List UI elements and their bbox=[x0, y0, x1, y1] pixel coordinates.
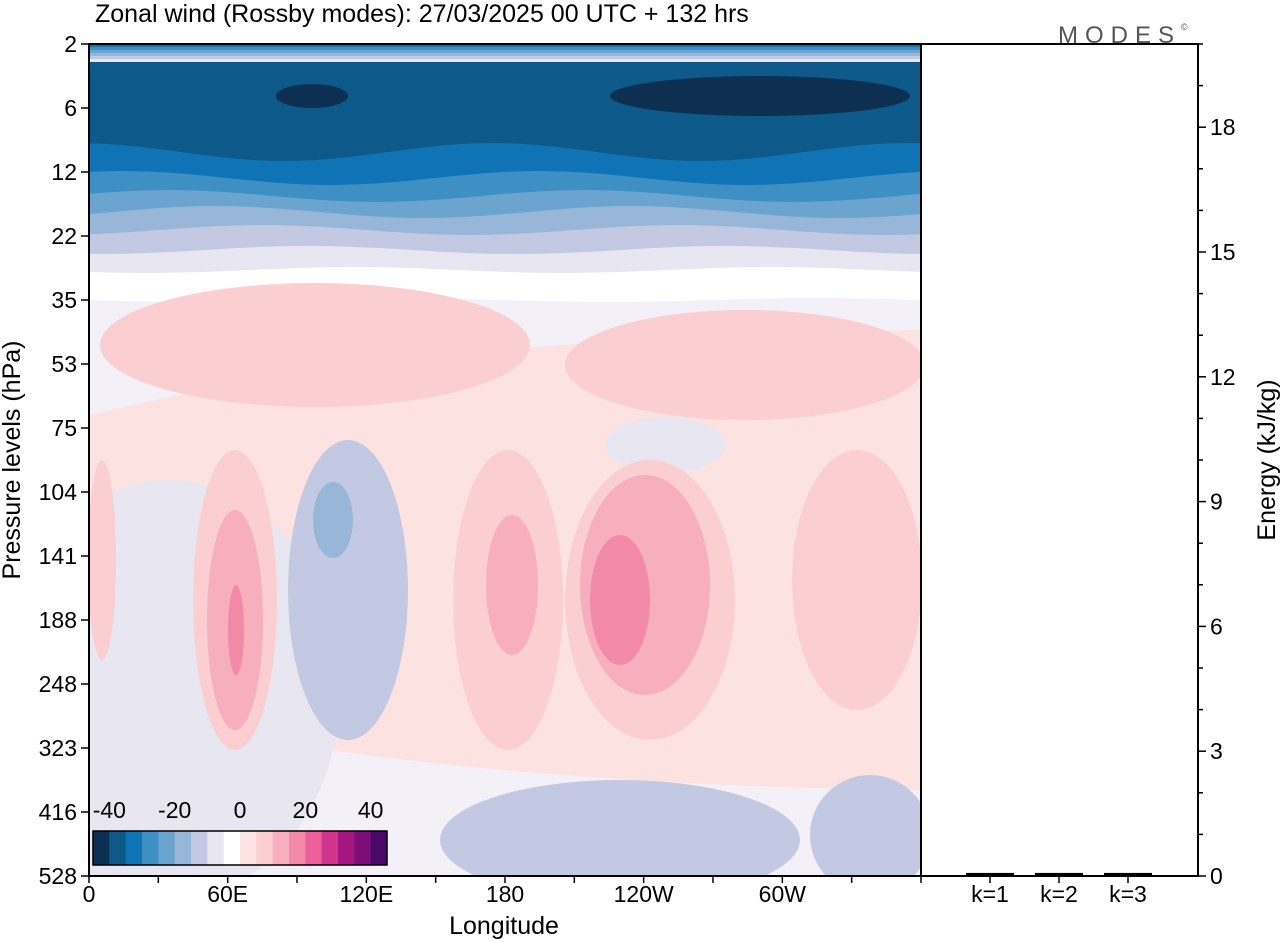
heatmap-blobs bbox=[89, 76, 921, 876]
energy-bar bbox=[1035, 872, 1083, 875]
heatmap-y-ticks: 2 6 12 22 35 53 75 104 141 188 248 323 416 528 bbox=[39, 31, 89, 889]
y-tick-label: 188 bbox=[39, 607, 77, 633]
contour-band bbox=[89, 47, 921, 50]
logo-mark: © bbox=[1181, 22, 1188, 32]
energy-panel: 0 3 6 9 12 15 18 k=1 k=2 k=3 Energy (kJ/kg) bbox=[920, 43, 1280, 907]
energy-tick-label: 9 bbox=[1210, 489, 1223, 515]
heatmap-x-ticks: 0 60E 120E 180 120W 60W bbox=[83, 876, 922, 907]
colorbar-tick-label: 40 bbox=[358, 797, 384, 823]
contour-region bbox=[100, 283, 530, 407]
y-tick-label: 53 bbox=[51, 351, 77, 377]
y-tick-label: 104 bbox=[39, 479, 78, 505]
colorbar-cell bbox=[207, 831, 225, 865]
colorbar-cell bbox=[240, 831, 257, 865]
energy-tick-label: 0 bbox=[1210, 863, 1223, 889]
colorbar-cell bbox=[289, 831, 306, 865]
x-tick-label: 0 bbox=[83, 881, 96, 907]
energy-x-label: k=2 bbox=[1040, 881, 1078, 907]
colorbar-cell bbox=[256, 831, 274, 865]
contour-region bbox=[276, 84, 348, 108]
colorbar-labels: -40 -20 0 20 40 bbox=[93, 797, 384, 823]
colorbar-cell bbox=[321, 831, 339, 865]
contour-band bbox=[89, 53, 921, 56]
energy-axis-label: Energy (kJ/kg) bbox=[1253, 379, 1280, 540]
contour-band bbox=[89, 44, 921, 161]
contour-band bbox=[89, 44, 921, 47]
y-tick-label: 2 bbox=[64, 31, 77, 57]
contour-region bbox=[792, 450, 921, 710]
x-tick-label: 180 bbox=[486, 881, 524, 907]
y-tick-label: 75 bbox=[51, 415, 77, 441]
energy-x-labels: k=1 k=2 k=3 bbox=[971, 876, 1147, 907]
contour-region bbox=[810, 775, 921, 876]
contour-region bbox=[142, 595, 178, 685]
x-tick-label: 60E bbox=[207, 881, 248, 907]
energy-tick-label: 3 bbox=[1210, 738, 1223, 764]
x-tick-label: 120E bbox=[339, 881, 393, 907]
y-tick-label: 35 bbox=[51, 287, 77, 313]
energy-tick-label: 18 bbox=[1210, 114, 1236, 140]
colorbar-tick-label: -40 bbox=[93, 797, 126, 823]
y-tick-label: 22 bbox=[51, 223, 77, 249]
heatmap-panel: 2 6 12 22 35 53 75 104 141 188 248 323 416 528 0 60E 12… bbox=[0, 31, 922, 940]
y-tick-label: 6 bbox=[64, 95, 77, 121]
energy-bar bbox=[1104, 872, 1152, 875]
contour-region bbox=[610, 76, 910, 116]
colorbar-cell bbox=[305, 831, 323, 865]
y-axis-label: Pressure levels (hPa) bbox=[0, 341, 26, 580]
energy-tick-label: 12 bbox=[1210, 364, 1236, 390]
colorbar-cell bbox=[354, 831, 372, 865]
contour-band bbox=[89, 59, 921, 62]
colorbar: -40 -20 0 20 40 bbox=[92, 797, 388, 866]
contour-band bbox=[89, 50, 921, 53]
colorbar-cell bbox=[223, 831, 241, 865]
contour-region bbox=[89, 460, 116, 660]
colorbar-cell bbox=[142, 831, 159, 865]
y-tick-label: 323 bbox=[39, 735, 77, 761]
colorbar-cell bbox=[370, 831, 388, 865]
energy-frame bbox=[920, 43, 1199, 877]
contour-region bbox=[565, 310, 921, 420]
contour-band bbox=[89, 56, 921, 59]
y-tick-label: 12 bbox=[51, 159, 77, 185]
x-tick-label: 60W bbox=[759, 881, 807, 907]
colorbar-frame bbox=[92, 830, 388, 866]
colorbar-tick-label: 20 bbox=[293, 797, 319, 823]
colorbar-cell bbox=[272, 831, 290, 865]
colorbar-tick-label: -20 bbox=[158, 797, 191, 823]
contour-region bbox=[605, 417, 725, 473]
colorbar-cells bbox=[93, 831, 388, 865]
energy-x-label: k=1 bbox=[971, 881, 1009, 907]
contour-region bbox=[288, 440, 408, 740]
colorbar-cell bbox=[174, 831, 192, 865]
contour-region bbox=[440, 780, 800, 876]
x-tick-label: 120W bbox=[614, 881, 674, 907]
chart-title: Zonal wind (Rossby modes): 27/03/2025 00… bbox=[95, 0, 749, 28]
contour-region bbox=[590, 535, 650, 665]
colorbar-cell bbox=[338, 831, 355, 865]
contour-region bbox=[313, 482, 353, 558]
colorbar-cell bbox=[109, 831, 127, 865]
energy-tick-label: 6 bbox=[1210, 613, 1223, 639]
colorbar-cell bbox=[158, 831, 176, 865]
y-tick-label: 416 bbox=[39, 799, 77, 825]
colorbar-cell bbox=[93, 831, 110, 865]
energy-tick-label: 15 bbox=[1210, 239, 1236, 265]
colorbar-cell bbox=[125, 831, 143, 865]
contour-region bbox=[486, 515, 538, 655]
y-tick-label: 248 bbox=[39, 671, 77, 697]
y-tick-label: 528 bbox=[39, 863, 77, 889]
contour-region bbox=[228, 585, 244, 675]
y-tick-label: 141 bbox=[39, 543, 77, 569]
energy-y-ticks: 0 3 6 9 12 15 18 bbox=[1198, 43, 1236, 889]
energy-bars bbox=[966, 872, 1152, 875]
x-axis-label: Longitude bbox=[449, 912, 559, 940]
energy-x-label: k=3 bbox=[1109, 881, 1147, 907]
energy-bar bbox=[966, 872, 1014, 875]
colorbar-cell bbox=[191, 831, 208, 865]
colorbar-tick-label: 0 bbox=[234, 797, 247, 823]
